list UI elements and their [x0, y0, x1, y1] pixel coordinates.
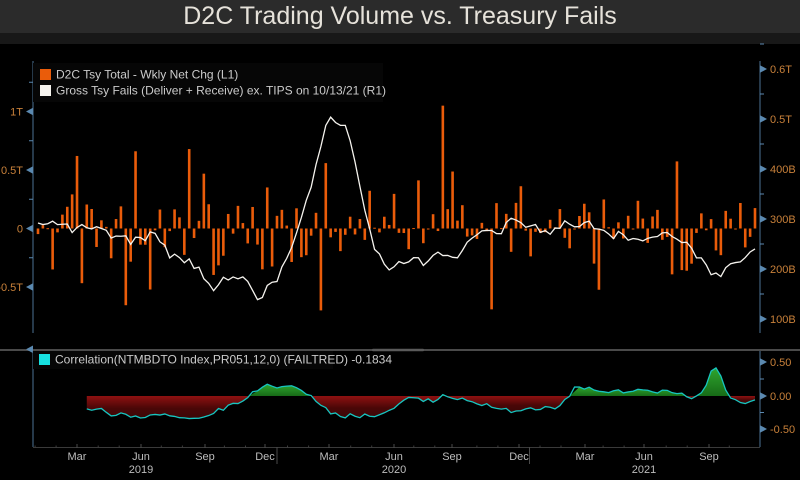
- svg-text:Sep: Sep: [442, 451, 462, 463]
- svg-text:Mar: Mar: [68, 451, 87, 463]
- svg-text:300B: 300B: [770, 214, 796, 226]
- svg-text:Jun: Jun: [635, 451, 653, 463]
- svg-text:0.5T: 0.5T: [1, 165, 23, 177]
- svg-text:1T: 1T: [10, 107, 23, 119]
- svg-text:0.6T: 0.6T: [770, 64, 792, 76]
- svg-text:Jun: Jun: [132, 451, 150, 463]
- svg-text:Sep: Sep: [699, 451, 719, 463]
- svg-text:D2C Tsy Total - Wkly Net Chg (: D2C Tsy Total - Wkly Net Chg (L1): [56, 68, 238, 82]
- svg-text:Sep: Sep: [195, 451, 215, 463]
- svg-text:-0.5T: -0.5T: [0, 282, 23, 294]
- svg-text:Gross Tsy Fails (Deliver + Rec: Gross Tsy Fails (Deliver + Receive) ex. …: [56, 84, 386, 98]
- svg-text:Correlation(NTMBDTO Index,PR05: Correlation(NTMBDTO Index,PR051,12,0) (F…: [55, 353, 392, 367]
- svg-text:100B: 100B: [770, 314, 796, 326]
- svg-text:0.00: 0.00: [770, 391, 791, 403]
- svg-text:Dec: Dec: [509, 451, 529, 463]
- svg-text:2021: 2021: [632, 464, 656, 476]
- svg-text:Mar: Mar: [320, 451, 339, 463]
- svg-text:2020: 2020: [382, 464, 406, 476]
- svg-text:Jun: Jun: [385, 451, 403, 463]
- svg-text:0: 0: [17, 224, 23, 236]
- svg-text:0.50: 0.50: [770, 357, 791, 369]
- svg-text:Mar: Mar: [576, 451, 595, 463]
- svg-text:2019: 2019: [129, 464, 153, 476]
- svg-text:Dec: Dec: [255, 451, 275, 463]
- svg-text:200B: 200B: [770, 264, 796, 276]
- svg-text:0.5T: 0.5T: [770, 114, 792, 126]
- svg-text:-0.50: -0.50: [770, 424, 795, 436]
- svg-text:400B: 400B: [770, 164, 796, 176]
